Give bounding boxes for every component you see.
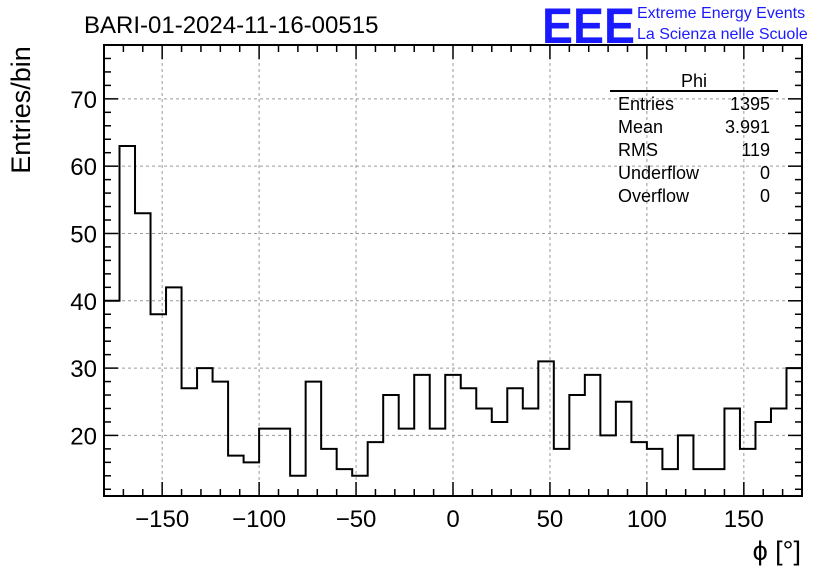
stats-value: 0 [760,186,770,206]
y-tick-label: 40 [70,289,97,316]
x-tick-label: 100 [627,506,667,533]
x-axis-label: ϕ [°] [753,536,801,566]
axis-tick-labels: −150 −100 −50 0 50 100 150 20 30 40 50 60 70 [70,87,764,533]
stats-rows: Entries 1395 Mean 3.991 RMS 119 Underflow 0 Over… [618,94,770,206]
stats-value: 3.991 [725,117,770,137]
eee-logo: EEE Extreme Energy Events La Scienza nel… [542,0,808,54]
stats-value: 119 [741,140,770,160]
grid-lines [104,45,802,496]
y-tick-label: 20 [70,423,97,450]
histogram-outline [103,144,803,496]
y-tick-label: 60 [70,154,97,181]
stats-value: 0 [760,163,770,183]
stats-label: Overflow [618,186,690,206]
logo-line-1: Extreme Energy Events [637,5,805,22]
x-tick-label: 150 [724,506,764,533]
x-tick-label: −50 [336,506,377,533]
y-tick-label: 50 [70,221,97,248]
stats-value: 1395 [730,94,770,114]
stats-label: RMS [618,140,658,160]
y-tick-label: 70 [70,87,97,114]
y-tick-label: 30 [70,356,97,383]
x-tick-label: 0 [446,506,459,533]
stats-title: Phi [681,71,707,91]
stats-box: Phi Entries 1395 Mean 3.991 RMS 119 Underflow 0… [610,71,778,206]
x-tick-label: 50 [537,506,564,533]
stats-label: Underflow [618,163,700,183]
axis-ticks [104,44,803,496]
chart-title: BARI-01-2024-11-16-00515 [84,12,378,39]
stats-label: Entries [618,94,674,114]
logo-line-2: La Scienza nelle Scuole [637,26,808,43]
y-axis-label: Entries/bin [6,46,36,174]
stats-label: Mean [618,117,663,137]
logo-text: EEE [542,0,635,54]
x-tick-label: −150 [135,506,189,533]
x-tick-label: −100 [232,506,286,533]
